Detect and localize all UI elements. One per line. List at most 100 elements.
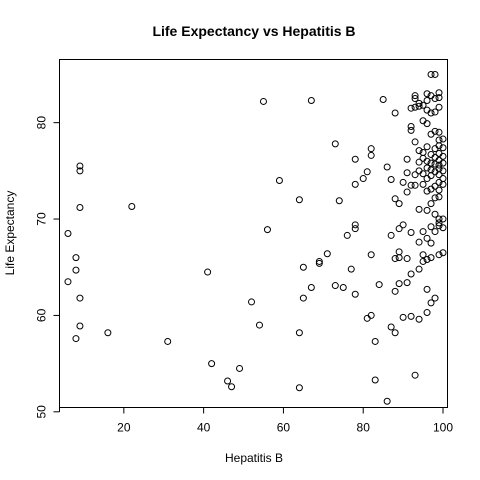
data-point [64, 230, 72, 237]
data-point [399, 178, 407, 186]
data-point [299, 294, 307, 302]
data-point [395, 200, 403, 208]
x-axis: 20 40 60 80 100 [117, 407, 453, 435]
data-point [427, 254, 435, 262]
data-point [164, 337, 172, 345]
data-point [248, 298, 256, 306]
data-point [76, 167, 84, 175]
data-point [323, 250, 331, 258]
data-point [208, 360, 216, 368]
data-point [423, 120, 431, 128]
data-point [439, 224, 447, 232]
data-point [331, 282, 339, 290]
data-point [427, 109, 435, 117]
data-point [228, 383, 236, 391]
data-point [411, 95, 419, 103]
data-point [435, 219, 443, 227]
data-point [419, 251, 427, 259]
data-point [204, 268, 212, 276]
x-axis-label: Hepatitis B [225, 451, 283, 465]
data-point [391, 195, 399, 203]
data-point [427, 172, 435, 180]
data-point [263, 226, 271, 234]
data-point [423, 206, 431, 214]
data-point [439, 215, 447, 223]
data-point [391, 329, 399, 337]
data-point [435, 215, 443, 223]
data-point [395, 225, 403, 233]
data-point [423, 234, 431, 242]
data-point [363, 168, 371, 176]
data-point [439, 135, 447, 143]
data-point [415, 102, 423, 110]
data-point [407, 181, 415, 189]
data-point [351, 290, 359, 298]
x-tick-label: 40 [197, 421, 211, 435]
data-point [64, 278, 72, 286]
data-point [423, 187, 431, 195]
data-point [427, 200, 435, 208]
data-point [439, 249, 447, 257]
data-point [423, 143, 431, 151]
data-point [407, 229, 415, 237]
data-point [407, 312, 415, 320]
data-point [435, 89, 443, 97]
data-point [439, 159, 447, 167]
data-point [395, 280, 403, 288]
data-point [72, 254, 80, 262]
data-point [403, 255, 411, 263]
data-point [236, 364, 244, 372]
data-point [395, 254, 403, 262]
data-point [439, 180, 447, 188]
data-point [415, 99, 423, 107]
data-point [423, 157, 431, 165]
data-point [435, 128, 443, 136]
data-point [315, 257, 323, 265]
data-point [72, 266, 80, 274]
data-point [403, 188, 411, 196]
x-tick-label: 60 [277, 421, 291, 435]
x-tick-label: 20 [117, 421, 131, 435]
data-point [415, 238, 423, 246]
data-point [391, 255, 399, 263]
data-point [407, 126, 415, 134]
data-point [411, 92, 419, 100]
data-point [435, 142, 443, 150]
data-point [419, 101, 427, 109]
data-point [431, 194, 439, 202]
data-point [423, 285, 431, 293]
data-point [295, 329, 303, 337]
data-point [435, 136, 443, 144]
data-point [399, 313, 407, 321]
y-tick-label: 60 [35, 308, 49, 322]
data-point [72, 335, 80, 343]
data-point [435, 178, 443, 186]
data-point [419, 257, 427, 265]
data-point [435, 171, 443, 179]
data-point [431, 108, 439, 116]
data-point [128, 203, 136, 211]
data-point [431, 160, 439, 168]
data-point [419, 170, 427, 178]
data-point [407, 123, 415, 131]
data-point [439, 152, 447, 160]
data-point [104, 329, 112, 337]
data-point [411, 103, 419, 111]
data-point [431, 127, 439, 135]
data-point [343, 231, 351, 239]
data-point [379, 96, 387, 104]
x-tick-label: 80 [357, 421, 371, 435]
data-point [427, 159, 435, 167]
data-point [439, 144, 447, 152]
data-point [431, 95, 439, 103]
data-point [331, 140, 339, 148]
data-point [403, 155, 411, 163]
data-point [411, 181, 419, 189]
data-point [431, 182, 439, 190]
data-point [427, 223, 435, 231]
data-point [419, 228, 427, 236]
chart-title: Life Expectancy vs Hepatitis B [152, 23, 355, 39]
data-point [407, 270, 415, 278]
data-point [375, 281, 383, 289]
data-point [415, 315, 423, 323]
